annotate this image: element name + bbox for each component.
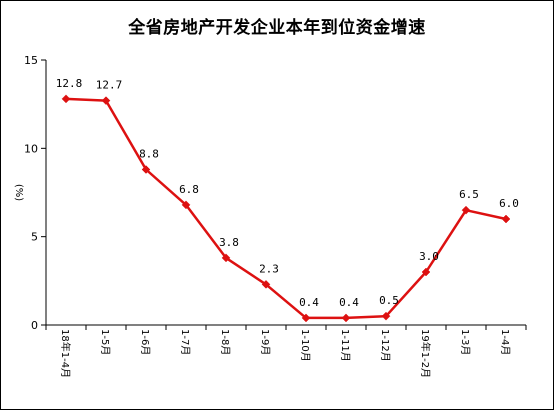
data-point-marker [381, 311, 391, 321]
x-tick-label: 1-9月 [259, 329, 271, 355]
data-label: 6.8 [179, 183, 199, 196]
data-point-marker [301, 313, 311, 323]
x-tick-label: 1-6月 [139, 329, 151, 355]
data-point-marker [101, 96, 111, 105]
data-point-marker [341, 313, 351, 323]
series-line [65, 97, 507, 320]
data-label: 0.4 [299, 296, 319, 309]
y-axis-label: (%) [13, 184, 24, 201]
x-tick-label: 1-8月 [219, 329, 231, 355]
data-label: 0.4 [339, 296, 359, 309]
series-layer [61, 94, 511, 323]
data-label: 6.0 [499, 197, 519, 210]
chart-title: 全省房地产开发企业本年到位资金增速 [128, 18, 426, 38]
data-point-marker [461, 205, 471, 215]
x-tick-label: 1-5月 [99, 329, 111, 355]
data-label: 3.0 [419, 250, 439, 263]
data-point-marker [181, 200, 191, 210]
y-tick-label: 15 [24, 54, 38, 67]
x-tick-label: 1-12月 [379, 329, 391, 362]
x-tick-label: 1-7月 [179, 329, 191, 355]
data-point-marker [221, 253, 231, 263]
data-label: 2.3 [259, 262, 279, 275]
y-tick-label: 5 [31, 231, 38, 244]
y-tick-label: 10 [24, 142, 38, 155]
data-point-marker [61, 94, 71, 104]
data-label: 0.5 [379, 294, 399, 307]
data-label: 8.8 [139, 148, 159, 161]
axes: 0 5 10 15 (%) 18年1-4月 1-5月 1-6月 1-7月 1-8月 1-9月 1-10… [13, 54, 527, 378]
x-tick-label: 1-11月 [339, 329, 351, 362]
data-label: 12.8 [56, 77, 83, 90]
data-label: 3.8 [219, 236, 239, 249]
x-tick-label: 1-3月 [459, 329, 471, 355]
y-tick-label: 0 [31, 319, 38, 332]
data-labels: 12.8 12.7 8.8 6.8 3.8 2.3 0.4 0.4 0.5 3.0 6.5 6.0 [56, 77, 519, 309]
data-point-marker [261, 280, 271, 289]
x-tick-label: 1-4月 [499, 329, 511, 355]
data-label: 6.5 [459, 188, 479, 201]
data-point-marker [421, 267, 431, 277]
data-point-marker [501, 214, 511, 224]
x-tick-label: 1-10月 [299, 329, 311, 362]
x-tick-label: 19年1-2月 [419, 329, 432, 378]
data-point-marker [141, 165, 151, 174]
data-label: 12.7 [96, 79, 123, 92]
x-tick-label: 18年1-4月 [59, 329, 72, 378]
